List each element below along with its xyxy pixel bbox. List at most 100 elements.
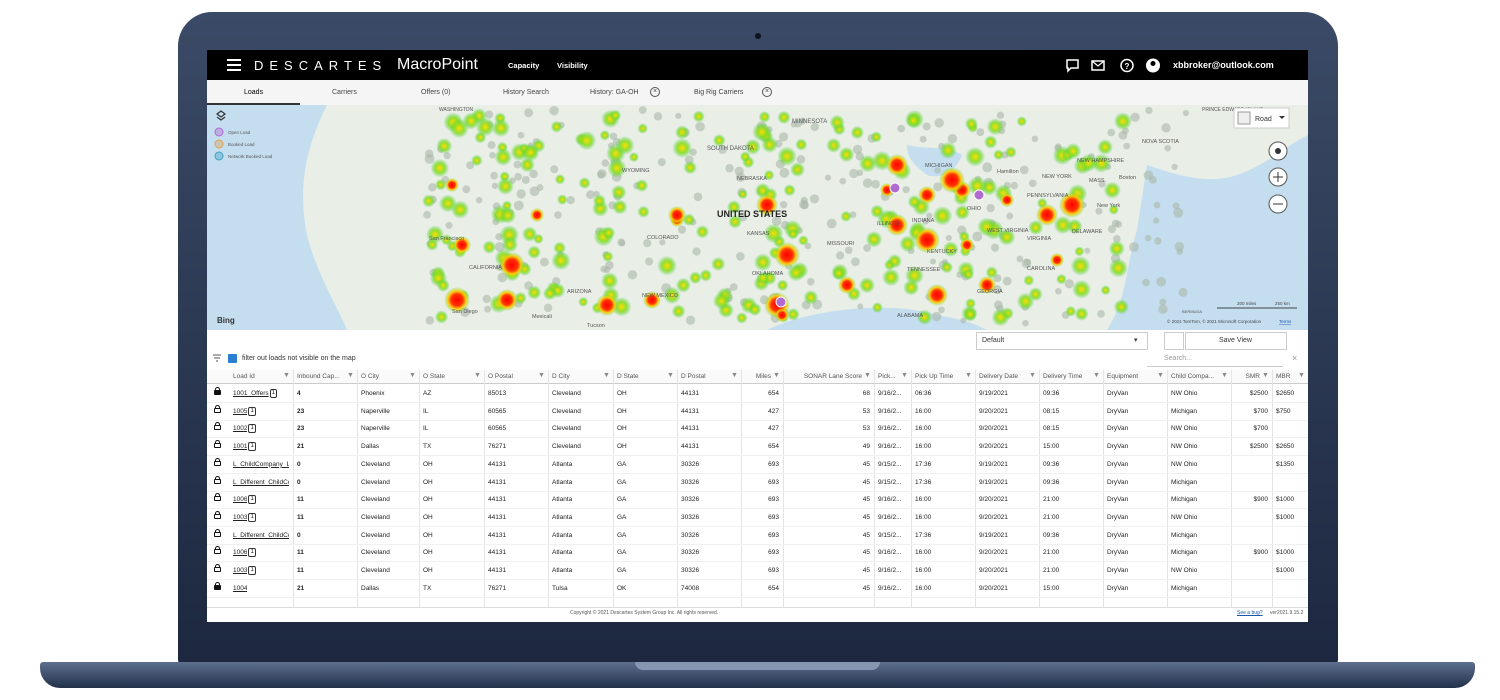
- load-id-link[interactable]: 1006: [233, 549, 248, 557]
- column-header[interactable]: Equipment: [1107, 373, 1139, 380]
- layers-icon[interactable]: [216, 110, 226, 121]
- nav-link[interactable]: Visibility: [557, 61, 588, 70]
- table-row[interactable]: [207, 527, 1308, 545]
- load-id-link[interactable]: 1001: [233, 443, 248, 451]
- column-header[interactable]: Child Compa...: [1171, 373, 1214, 380]
- column-filter[interactable]: ▼: [474, 372, 481, 379]
- column-filter[interactable]: ▼: [773, 372, 780, 379]
- menu-button[interactable]: [227, 59, 241, 71]
- chat-icon[interactable]: [1066, 59, 1079, 73]
- column-header[interactable]: Delivery Date: [979, 373, 1019, 380]
- columns-button[interactable]: [1164, 332, 1184, 350]
- table-row[interactable]: [207, 544, 1308, 563]
- lock-icon[interactable]: [214, 390, 221, 395]
- lock-icon[interactable]: [214, 425, 221, 431]
- load-id-link[interactable]: 1006: [233, 496, 248, 504]
- offer-badge[interactable]: 1: [248, 548, 256, 558]
- cluster-marker[interactable]: [889, 182, 901, 194]
- load-id-link[interactable]: 1004: [233, 584, 248, 592]
- lock-icon[interactable]: [214, 549, 221, 555]
- column-header[interactable]: Delivery Time: [1043, 373, 1083, 380]
- tab[interactable]: Offers (0): [421, 89, 451, 96]
- column-header[interactable]: Pick Up Time: [915, 373, 954, 380]
- tab-close[interactable]: ×: [762, 87, 772, 97]
- load-id-link[interactable]: 1005: [233, 407, 248, 415]
- offer-badge[interactable]: 1: [248, 566, 256, 575]
- table-row[interactable]: [207, 491, 1308, 510]
- table-row[interactable]: [207, 420, 1308, 439]
- offer-badge[interactable]: 1: [248, 442, 256, 452]
- column-filter[interactable]: ▼: [603, 372, 610, 379]
- offer-badge[interactable]: 1: [269, 389, 277, 398]
- column-header[interactable]: D State: [617, 373, 639, 380]
- offer-badge[interactable]: 1: [248, 406, 256, 416]
- table-row[interactable]: [207, 438, 1308, 457]
- view-select[interactable]: [976, 332, 1148, 350]
- offer-badge[interactable]: 1: [248, 512, 256, 522]
- tab[interactable]: Carriers: [332, 89, 357, 96]
- search-box[interactable]: [1147, 352, 1283, 367]
- user-email[interactable]: xbbroker@outlook.com: [1173, 60, 1274, 70]
- table-row[interactable]: [207, 580, 1308, 598]
- column-header[interactable]: Load Id: [233, 373, 255, 380]
- save-view-button[interactable]: [1185, 332, 1287, 350]
- column-filter[interactable]: ▼: [347, 372, 354, 379]
- column-filter[interactable]: ▼: [1262, 372, 1269, 379]
- tab[interactable]: History Search: [503, 89, 549, 96]
- table-cell: 44131: [488, 478, 507, 486]
- column-filter[interactable]: ▼: [1298, 372, 1305, 379]
- table-row[interactable]: [207, 403, 1308, 421]
- load-id-link[interactable]: L_ChildCompany_L...: [233, 460, 289, 468]
- column-header[interactable]: D Postal: [681, 373, 706, 380]
- help-icon[interactable]: [1120, 58, 1134, 73]
- column-header[interactable]: D City: [552, 373, 570, 380]
- column-filter[interactable]: ▼: [409, 372, 416, 379]
- mail-icon[interactable]: [1091, 60, 1105, 71]
- column-filter[interactable]: ▼: [283, 372, 290, 379]
- table-row[interactable]: [207, 456, 1308, 474]
- table-row[interactable]: [207, 474, 1308, 492]
- clear-search[interactable]: ×: [1292, 353, 1298, 363]
- offer-badge[interactable]: 1: [248, 495, 256, 505]
- column-header[interactable]: SMR: [1245, 373, 1260, 380]
- column-filter[interactable]: ▼: [667, 372, 674, 379]
- load-id-link[interactable]: L_Different_ChildCo: [233, 531, 289, 539]
- column-filter[interactable]: ▼: [965, 372, 972, 379]
- tab[interactable]: History: GA-OH: [590, 89, 639, 96]
- column-filter[interactable]: ▼: [1093, 372, 1100, 379]
- load-id-link[interactable]: L_Different_ChildCo: [233, 478, 289, 486]
- column-filter[interactable]: ▼: [901, 372, 908, 379]
- column-header[interactable]: Miles: [755, 373, 771, 380]
- cluster-marker[interactable]: [973, 189, 985, 201]
- table-row[interactable]: [207, 562, 1308, 580]
- tab[interactable]: Big Rig Carriers: [694, 89, 744, 96]
- column-header[interactable]: Pick...: [878, 373, 896, 380]
- load-id-link[interactable]: 1001_Offers: [233, 390, 269, 397]
- lock-icon[interactable]: [214, 584, 221, 590]
- tab[interactable]: Loads: [244, 89, 264, 96]
- column-header[interactable]: MBR: [1276, 373, 1291, 380]
- load-id-link[interactable]: 1002: [233, 425, 248, 433]
- column-header[interactable]: O Postal: [488, 373, 513, 380]
- column-header[interactable]: O State: [423, 373, 446, 380]
- column-header[interactable]: Inbound Cap...: [297, 373, 340, 380]
- table-row[interactable]: [207, 509, 1308, 527]
- load-id-link[interactable]: 1003: [233, 513, 248, 521]
- terms-link[interactable]: Terms: [1279, 319, 1292, 324]
- nav-link[interactable]: Capacity: [508, 61, 540, 70]
- column-header[interactable]: SONAR Lane Score: [803, 373, 862, 380]
- column-filter[interactable]: ▼: [864, 372, 871, 379]
- column-filter[interactable]: ▼: [1221, 372, 1228, 379]
- tab-close[interactable]: ×: [650, 87, 660, 97]
- column-filter[interactable]: ▼: [1157, 372, 1164, 379]
- column-filter[interactable]: ▼: [1029, 372, 1036, 379]
- table-row[interactable]: [207, 385, 1308, 403]
- column-filter[interactable]: ▼: [731, 372, 738, 379]
- cluster-marker[interactable]: [775, 296, 787, 308]
- offer-badge[interactable]: 1: [248, 424, 256, 434]
- filter-checkbox[interactable]: [228, 354, 237, 363]
- column-header[interactable]: O City: [361, 373, 380, 380]
- column-filter[interactable]: ▼: [538, 372, 545, 379]
- bug-link[interactable]: See a bug?: [1237, 610, 1263, 616]
- load-id-link[interactable]: 1003: [233, 567, 248, 574]
